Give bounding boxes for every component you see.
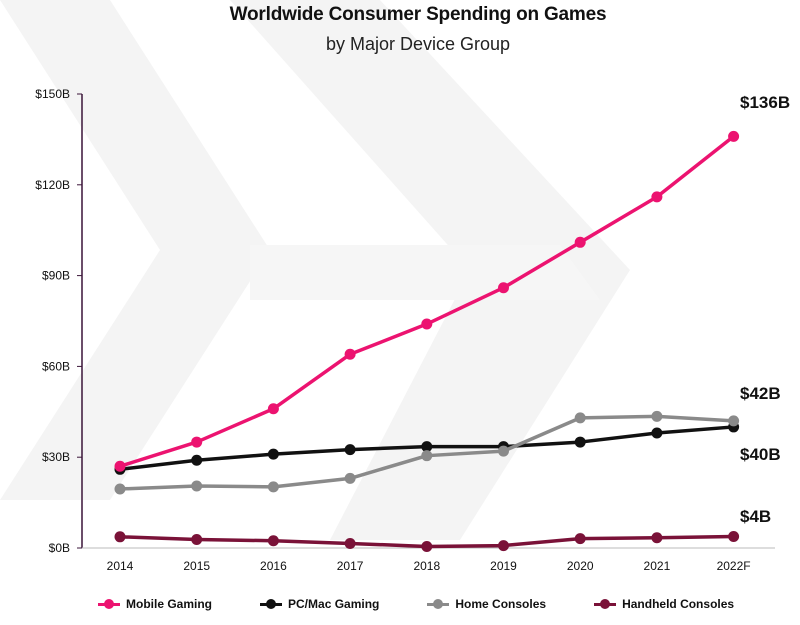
chart-title: Worldwide Consumer Spending on Games: [229, 4, 607, 25]
line-chart: $0B $30B $60B $90B $120B $150B 2014 2015 2016 201…: [35, 87, 790, 573]
data-point-handheld-consoles: [344, 537, 356, 549]
y-tick-label: $30B: [42, 450, 70, 464]
data-point-pc-mac-gaming: [344, 444, 356, 456]
x-tick-label: 2022F: [717, 559, 751, 573]
data-point-mobile-gaming: [191, 436, 203, 448]
legend-label: Mobile Gaming: [126, 597, 213, 611]
data-point-handheld-consoles: [651, 532, 663, 544]
legend-dot: [104, 599, 114, 609]
legend-item-handheld-consoles: Handheld Consoles: [594, 597, 734, 611]
legend-label: PC/Mac Gaming: [288, 597, 380, 611]
x-tick-label: 2015: [183, 559, 210, 573]
data-point-pc-mac-gaming: [421, 441, 433, 453]
legend-swatch-icon: [260, 599, 283, 609]
legend-item-mobile-gaming: Mobile Gaming: [98, 597, 212, 611]
data-point-mobile-gaming: [114, 460, 126, 472]
data-point-home-consoles: [728, 415, 740, 427]
y-tick-label: $60B: [42, 359, 70, 373]
data-point-home-consoles: [498, 445, 509, 457]
data-point-handheld-consoles: [191, 534, 203, 546]
data-point-handheld-consoles: [574, 533, 586, 545]
legend-dot: [266, 599, 277, 609]
x-tick-label: 2019: [490, 559, 517, 573]
data-point-home-consoles: [651, 410, 663, 422]
end-labels-layer: $136B $42B $40B $4B: [740, 93, 790, 526]
x-tick-label: 2017: [337, 559, 364, 573]
y-tick-label: $120B: [35, 178, 70, 192]
data-point-home-consoles: [114, 483, 126, 495]
x-tick-label: 2021: [644, 559, 671, 573]
end-value-label: $40B: [740, 445, 781, 464]
data-point-home-consoles: [421, 450, 433, 462]
chart-subtitle: by Major Device Group: [325, 34, 511, 54]
series-handheld-consoles: [114, 530, 740, 552]
data-point-mobile-gaming: [344, 348, 356, 360]
data-point-mobile-gaming: [728, 130, 740, 142]
series-pc-mac-gaming: [114, 421, 740, 475]
legend-swatch-icon: [427, 599, 450, 609]
legend-dot: [600, 599, 611, 609]
legend-swatch-icon: [98, 599, 120, 609]
data-point-handheld-consoles: [728, 530, 740, 542]
data-point-mobile-gaming: [421, 318, 433, 330]
data-point-pc-mac-gaming: [651, 427, 663, 439]
data-point-handheld-consoles: [498, 540, 509, 552]
end-value-label: $42B: [740, 384, 781, 403]
legend-label: Handheld Consoles: [622, 597, 735, 611]
legend-item-home-consoles: Home Consoles: [427, 597, 546, 611]
legend-swatch-icon: [594, 599, 617, 609]
x-tick-label: 2016: [260, 559, 287, 573]
y-tick-label: $0B: [49, 541, 70, 555]
data-point-home-consoles: [574, 412, 586, 424]
data-point-pc-mac-gaming: [267, 448, 279, 460]
end-value-label: $4B: [740, 507, 771, 526]
data-point-handheld-consoles: [267, 535, 279, 547]
data-point-mobile-gaming: [498, 282, 509, 294]
x-tick-label: 2020: [567, 559, 594, 573]
data-point-pc-mac-gaming: [574, 436, 586, 448]
data-point-mobile-gaming: [574, 236, 586, 248]
chart-axes: $0B $30B $60B $90B $120B $150B 2014 2015 2016 201…: [35, 87, 775, 573]
data-point-home-consoles: [267, 481, 279, 493]
data-point-handheld-consoles: [421, 540, 433, 552]
legend-dot: [433, 599, 444, 609]
data-point-handheld-consoles: [114, 531, 126, 543]
legend-label: Home Consoles: [455, 597, 547, 611]
data-point-mobile-gaming: [651, 191, 663, 203]
series-layer: [114, 130, 740, 552]
y-tick-label: $90B: [42, 269, 70, 283]
end-value-label: $136B: [740, 93, 790, 112]
series-home-consoles: [114, 410, 740, 495]
series-mobile-gaming: [114, 130, 740, 472]
y-tick-label: $150B: [35, 87, 70, 101]
data-point-mobile-gaming: [267, 403, 279, 415]
legend-item-pc-mac-gaming: PC/Mac Gaming: [260, 597, 379, 611]
data-point-home-consoles: [191, 480, 203, 492]
x-tick-label: 2014: [107, 559, 134, 573]
data-point-pc-mac-gaming: [191, 454, 203, 466]
legend: Mobile Gaming PC/Mac Gaming Home Console…: [98, 597, 782, 611]
x-tick-label: 2018: [413, 559, 440, 573]
data-point-home-consoles: [344, 472, 356, 484]
